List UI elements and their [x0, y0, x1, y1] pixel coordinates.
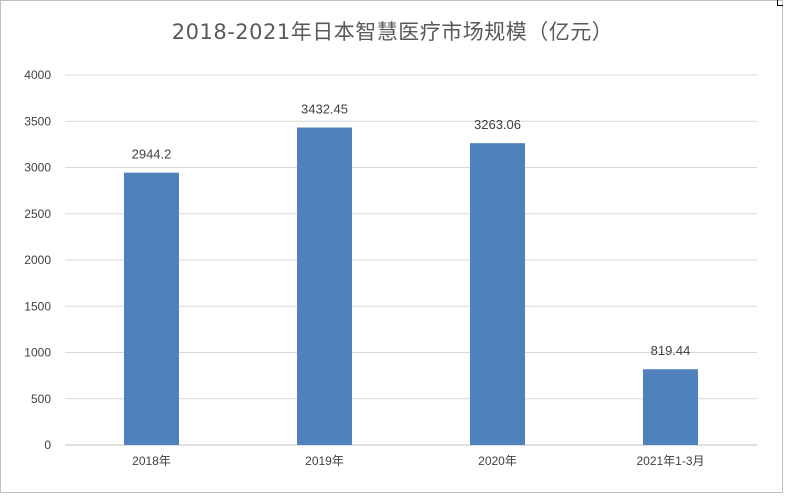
x-tick-label: 2020年 — [478, 454, 517, 468]
bar — [297, 127, 352, 445]
y-tick-label: 0 — [44, 438, 51, 452]
y-tick-label: 4000 — [24, 68, 51, 82]
x-tick-label: 2018年 — [132, 454, 171, 468]
y-tick-label: 500 — [31, 392, 51, 406]
bar — [470, 143, 525, 446]
data-labels: 2944.2 3432.45 3263.06 819.44 — [132, 101, 691, 358]
y-tick-label: 1500 — [24, 299, 51, 313]
x-tick-label: 2021年1-3月 — [636, 454, 704, 468]
frame-corner-mark — [777, 0, 783, 6]
x-tick-label: 2019年 — [305, 454, 344, 468]
bar — [124, 172, 179, 445]
x-axis-ticks: 2018年 2019年 2020年 2021年1-3月 — [132, 454, 704, 468]
chart-title: 2018-2021年日本智慧医疗市场规模（亿元） — [171, 20, 614, 44]
data-label: 819.44 — [651, 343, 691, 358]
gridlines — [65, 74, 757, 446]
y-tick-label: 3500 — [24, 114, 51, 128]
data-label: 3263.06 — [474, 117, 521, 132]
data-label: 3432.45 — [301, 101, 348, 116]
y-tick-label: 2000 — [24, 253, 51, 267]
y-axis-ticks: 0 500 1000 1500 2000 2500 3000 3500 4000 — [24, 68, 51, 452]
bars — [124, 127, 698, 446]
y-tick-label: 2500 — [24, 207, 51, 221]
y-tick-label: 1000 — [24, 346, 51, 360]
bar — [643, 369, 698, 445]
y-tick-label: 3000 — [24, 161, 51, 175]
data-label: 2944.2 — [132, 147, 172, 162]
